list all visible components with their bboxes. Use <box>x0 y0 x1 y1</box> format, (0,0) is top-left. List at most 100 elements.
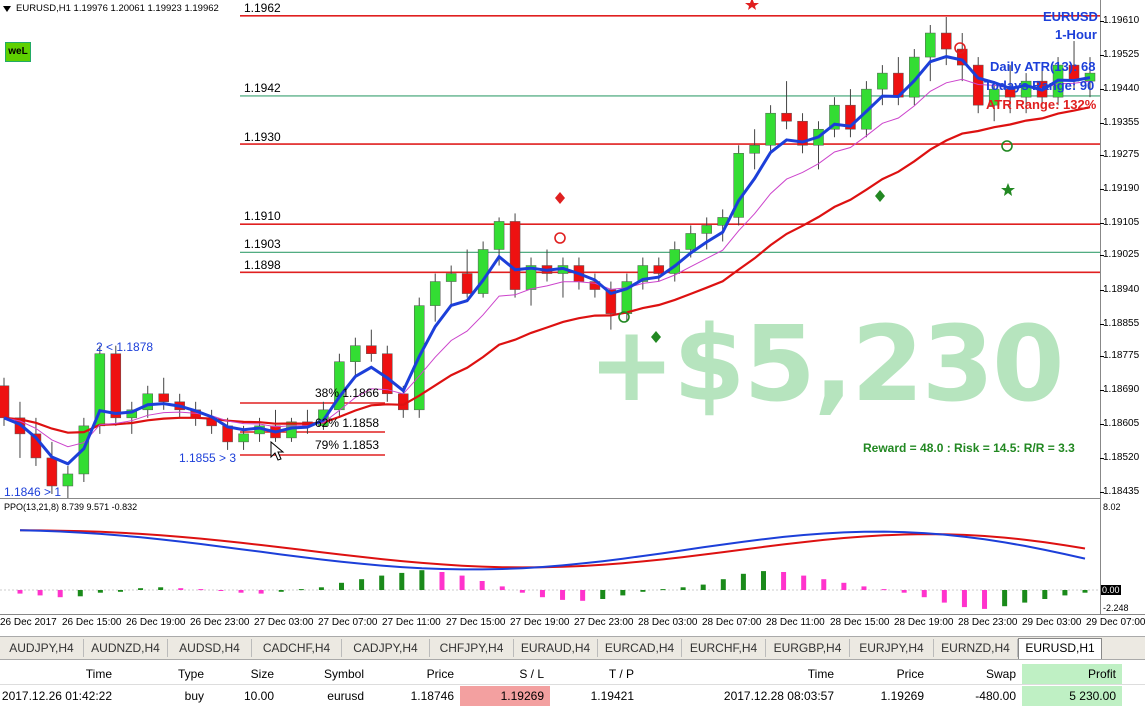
tab-eurusd-h1[interactable]: EURUSD,H1 <box>1018 638 1102 659</box>
signal-circle-red <box>554 232 566 244</box>
price-tick-mark <box>1100 155 1104 157</box>
ppo-histogram-bar <box>801 575 807 590</box>
tab-eurjpy-h4[interactable]: EURJPY,H4 <box>850 639 934 657</box>
candle-body <box>956 48 968 66</box>
ppo-histogram-bar <box>881 589 887 591</box>
ppo-histogram-bar <box>861 586 867 590</box>
time-axis <box>0 614 1145 635</box>
column-header[interactable]: Price <box>896 667 924 681</box>
candle <box>1020 73 1032 114</box>
candle <box>509 213 521 298</box>
tab-eurgbp-h4[interactable]: EURGBP,H4 <box>766 639 850 657</box>
ppo-histogram-bar <box>921 590 927 598</box>
ppo-histogram-bar <box>961 590 967 608</box>
column-header[interactable]: Swap <box>985 667 1016 681</box>
tab-cadchf-h4[interactable]: CADCHF,H4 <box>252 639 342 657</box>
time-tick-label: 26 Dec 19:00 <box>126 617 186 628</box>
ppo-histogram-bar <box>218 590 224 591</box>
ppo-histogram-bar <box>379 575 385 590</box>
tab-eurchf-h4[interactable]: EURCHF,H4 <box>682 639 766 657</box>
column-header[interactable]: Price <box>426 667 454 681</box>
mouse-cursor-icon <box>270 440 285 461</box>
trade-table: Time Type Size Symbol Price S / L T / P Time Pri… <box>0 661 1145 711</box>
ppo-histogram-bar <box>1042 590 1048 599</box>
time-tick-label: 28 Dec 07:00 <box>702 617 762 628</box>
price-tick-label: 1.18690 <box>1103 383 1140 395</box>
tab-chfjpy-h4[interactable]: CHFJPY,H4 <box>430 639 514 657</box>
candle <box>733 145 744 226</box>
candle <box>749 129 760 170</box>
tab-cadjpy-h4[interactable]: CADJPY,H4 <box>342 639 430 657</box>
price-tick-mark <box>1100 223 1104 225</box>
time-tick-label: 27 Dec 23:00 <box>574 617 634 628</box>
wel-badge[interactable]: weL <box>5 42 31 62</box>
price-tick-mark <box>1100 323 1104 325</box>
tab-euraud-h4[interactable]: EURAUD,H4 <box>514 639 598 657</box>
ppo-histogram-bar <box>539 590 545 598</box>
candle-body <box>142 393 153 411</box>
time-tick-label: 28 Dec 19:00 <box>894 617 954 628</box>
ppo-histogram-bar <box>1082 590 1088 593</box>
ppo-histogram-bar <box>77 590 83 597</box>
ppo-histogram-bar <box>499 586 505 590</box>
fast-ma-line <box>3 55 1091 466</box>
table-cell: 2017.12.28 08:03:57 <box>723 689 834 703</box>
ppo-indicator-chart[interactable] <box>0 499 1145 614</box>
column-header[interactable]: Time <box>807 667 834 681</box>
candle-body <box>781 112 792 122</box>
collapse-icon[interactable] <box>3 6 11 12</box>
column-header[interactable]: S / L <box>519 667 544 681</box>
column-header[interactable]: Size <box>250 667 274 681</box>
price-chart[interactable] <box>0 0 1145 498</box>
time-tick-label: 28 Dec 11:00 <box>766 617 825 628</box>
column-header[interactable]: T / P <box>608 667 634 681</box>
ppo-histogram-bar <box>982 590 988 609</box>
table-cell: 10.00 <box>243 689 274 703</box>
column-header[interactable]: Time <box>85 667 112 681</box>
level-label-3: 1.1930 <box>244 130 281 144</box>
column-header[interactable]: Profit <box>1022 664 1122 684</box>
atr-range-label: ATR Range: 132% <box>986 97 1097 112</box>
candle-body <box>941 32 952 50</box>
ppo-main-line <box>19 529 1086 571</box>
ppo-histogram-bar <box>17 590 23 594</box>
tab-eurnzd-h4[interactable]: EURNZD,H4 <box>934 639 1018 657</box>
candle-body <box>1020 80 1032 98</box>
diamond-icon <box>555 192 565 204</box>
tab-eurcad-h4[interactable]: EURCAD,H4 <box>598 639 682 657</box>
candle-body <box>0 385 10 419</box>
signal-circle-green <box>618 311 630 323</box>
daily-atr-label: Daily ATR(13): 68 <box>990 59 1096 74</box>
column-header[interactable]: Symbol <box>323 667 364 681</box>
ppo-histogram-bar <box>720 579 726 590</box>
candle <box>382 345 393 402</box>
candle <box>765 105 776 154</box>
level-label-5: 1.1903 <box>244 237 281 251</box>
tab-audnzd-h4[interactable]: AUDNZD,H4 <box>84 639 168 657</box>
ppo-histogram-bar <box>37 590 43 596</box>
price-tick-mark <box>1100 21 1104 22</box>
level-label-2: 1.1942 <box>244 81 281 95</box>
time-tick-label: 28 Dec 03:00 <box>638 617 698 628</box>
tab-audsd-h4[interactable]: AUDSD,H4 <box>168 639 252 657</box>
table-row[interactable] <box>0 686 1145 706</box>
time-tick-label: 27 Dec 15:00 <box>446 617 506 628</box>
candle-body <box>685 233 696 250</box>
price-tick-label: 1.18775 <box>1103 349 1140 361</box>
time-tick-label: 29 Dec 07:00 <box>1086 617 1145 628</box>
candle <box>988 81 1000 122</box>
price-tick-mark <box>1100 457 1104 459</box>
annotation-2: 2 < 1.1878 <box>96 340 154 354</box>
candle <box>861 81 872 138</box>
pane-separator <box>0 498 1100 499</box>
ppo-histogram-bar <box>620 590 626 596</box>
column-header[interactable]: Type <box>177 667 204 681</box>
price-tick-label: 1.19610 <box>1103 15 1140 26</box>
ppo-histogram-bar <box>298 589 304 591</box>
tab-audjpy-h4[interactable]: AUDJPY,H4 <box>0 639 84 657</box>
timeframe-label: 1-Hour <box>1055 27 1097 42</box>
candle-body <box>749 145 760 154</box>
star-icon <box>745 0 759 10</box>
diamond-icon <box>651 331 661 343</box>
price-tick-mark <box>1100 289 1104 291</box>
